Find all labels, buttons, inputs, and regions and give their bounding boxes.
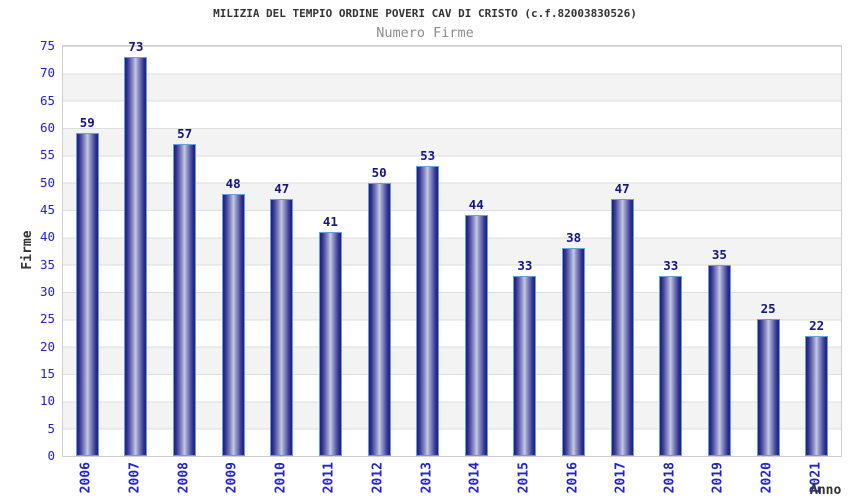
bar-value-label: 41 [322,214,338,229]
x-tick-label: 2020 [759,462,775,494]
bar-2015 [513,276,537,456]
x-tick-label: 2016 [565,462,581,494]
bar-value-label: 57 [177,126,193,141]
bar-2008 [173,144,197,456]
bar-2011 [318,232,342,456]
x-tick-label: 2019 [710,462,726,494]
y-tick-label: 50 [39,174,55,190]
x-tick-label: 2012 [370,462,386,494]
y-tick-label: 5 [47,420,55,436]
chart-title: MILIZIA DEL TEMPIO ORDINE POVERI CAV DI … [213,7,637,20]
bar-value-label: 38 [566,230,582,245]
x-tick-label: 2010 [273,462,289,494]
bar-2006 [75,133,99,456]
bar-value-label: 50 [371,165,387,180]
x-tick-label: 2008 [176,462,192,494]
bar-value-label: 59 [79,115,95,130]
bar-2018 [659,276,683,456]
y-tick-label: 20 [39,338,55,354]
y-tick-label: 10 [39,393,55,409]
bar-2010 [270,199,294,456]
x-tick-label: 2009 [224,462,240,494]
y-tick-label: 45 [39,202,55,217]
plot-area: 59 73 57 48 47 41 50 53 44 33 38 47 33 35 25 22 [62,39,842,457]
y-tick-label: 70 [39,65,55,81]
bar-2019 [707,265,731,456]
bar-value-label: 44 [468,197,484,212]
bar-2012 [367,183,391,456]
bar-2009 [221,194,245,456]
x-tick-label: 2006 [78,462,94,494]
y-tick-label: 0 [47,448,55,463]
y-tick-label: 55 [39,147,55,163]
x-tick-label: 2014 [467,462,483,494]
bar-value-label: 53 [420,148,436,163]
x-tick-label: 2015 [516,462,532,494]
x-tick-label: 2017 [613,462,629,494]
bar-value-label: 35 [711,247,727,262]
bar-value-label: 47 [614,181,630,196]
y-tick-label: 35 [39,256,55,272]
bar-value-label: 25 [760,301,776,316]
y-tick-label: 25 [39,311,55,327]
bar-2021 [805,336,829,456]
bar-2016 [562,248,586,456]
x-tick-label: 2013 [419,462,435,494]
bar-value-label: 73 [128,39,144,54]
x-tick-label: 2011 [321,462,337,494]
y-tick-label: 65 [39,92,55,108]
bar-2020 [756,319,780,456]
bar-value-label: 22 [809,318,825,333]
bar-2013 [416,166,440,456]
bar-value-label: 47 [274,181,290,196]
bar-2007 [124,57,148,456]
x-tick-label: 2018 [662,462,678,494]
bar-2017 [610,199,634,456]
bar-value-label: 48 [225,176,241,191]
y-tick-label: 40 [39,229,55,245]
bar-value-label: 33 [663,258,679,273]
y-tick-label: 60 [39,120,55,135]
bar-value-label: 33 [517,258,533,273]
bar-2014 [464,215,488,456]
x-tick-label: 2007 [127,462,143,494]
y-tick-label: 30 [39,284,55,299]
y-tick-label: 75 [39,38,55,53]
x-axis-title: Anno [810,483,842,498]
y-tick-label: 15 [39,366,55,381]
chart-subtitle: Numero Firme [376,25,474,41]
